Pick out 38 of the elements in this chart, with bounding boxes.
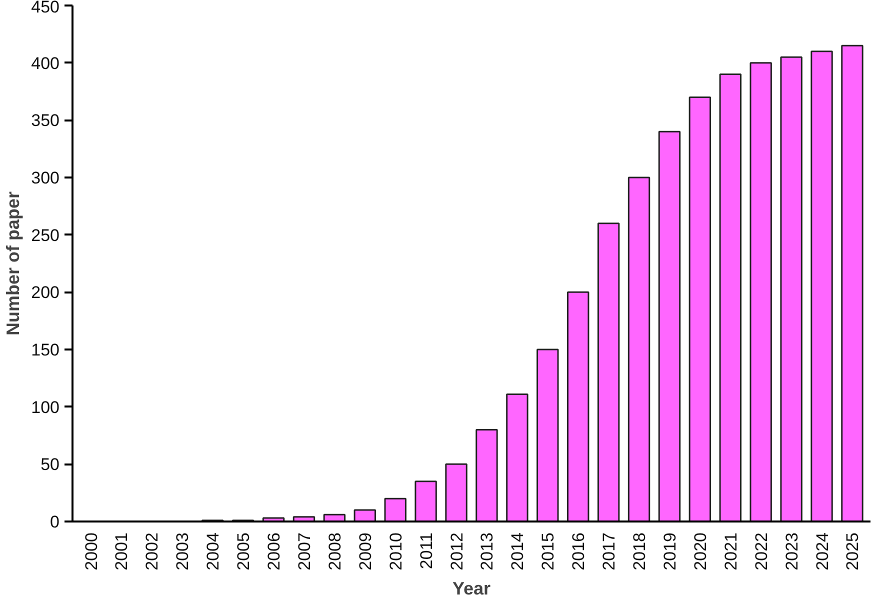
y-tick-label: 350 — [31, 111, 60, 130]
x-tick-label: 2001 — [112, 532, 132, 570]
x-tick-label: 2021 — [721, 532, 740, 570]
x-tick-label: 2016 — [569, 532, 588, 570]
x-tick-label: 2006 — [264, 532, 284, 570]
x-tick-label: 2024 — [812, 532, 832, 570]
y-tick-label: 300 — [31, 168, 60, 188]
x-tick-label: 2008 — [325, 532, 344, 570]
x-tick-label: 2014 — [508, 532, 528, 570]
y-tick-label: 200 — [31, 283, 60, 302]
x-tick-label: 2009 — [356, 532, 375, 570]
x-tick-label: 2019 — [660, 532, 680, 570]
x-tick-label: 2012 — [447, 532, 466, 570]
y-tick-label: 450 — [31, 0, 60, 16]
y-tick-label: 400 — [31, 54, 60, 73]
y-tick-label: 0 — [50, 512, 60, 532]
x-tick-label: 2013 — [478, 532, 497, 570]
x-axis-title: Year — [452, 578, 491, 598]
y-tick-label: 150 — [31, 340, 60, 360]
y-axis-title: Number of paper — [3, 191, 24, 336]
x-tick-label: 2015 — [538, 532, 558, 570]
y-tick-label: 50 — [40, 455, 60, 474]
x-tick-label: 2018 — [630, 532, 650, 570]
x-tick-label: 2010 — [386, 532, 406, 570]
x-tick-label: 2023 — [782, 532, 802, 570]
x-tick-label: 2020 — [690, 532, 710, 570]
x-tick-label: 2007 — [294, 532, 314, 570]
x-tick-label: 2000 — [82, 532, 101, 570]
x-tick-label: 2004 — [204, 532, 223, 570]
x-tick-label: 2003 — [173, 532, 192, 570]
y-tick-label: 250 — [31, 226, 60, 245]
y-tick-label: 100 — [31, 398, 60, 417]
x-tick-label: 2022 — [752, 532, 771, 570]
x-tick-label: 2025 — [843, 532, 862, 570]
x-tick-label: 2011 — [416, 532, 436, 570]
x-tick-label: 2005 — [234, 532, 254, 570]
x-tick-label: 2002 — [142, 532, 162, 570]
x-tick-label: 2017 — [600, 532, 619, 570]
